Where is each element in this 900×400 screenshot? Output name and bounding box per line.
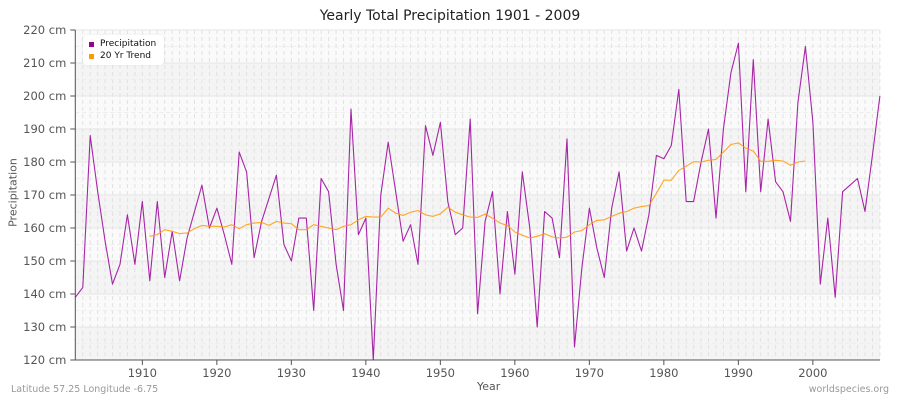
svg-text:190 cm: 190 cm: [23, 122, 66, 136]
svg-text:1970: 1970: [575, 366, 604, 380]
svg-text:220 cm: 220 cm: [23, 23, 66, 37]
svg-text:150 cm: 150 cm: [23, 254, 66, 268]
svg-text:210 cm: 210 cm: [23, 56, 66, 70]
svg-text:1960: 1960: [500, 366, 529, 380]
legend: Precipitation 20 Yr Trend: [83, 35, 165, 65]
svg-text:1940: 1940: [351, 366, 380, 380]
svg-text:1990: 1990: [724, 366, 753, 380]
svg-text:1950: 1950: [426, 366, 455, 380]
source-text: worldspecies.org: [808, 384, 889, 395]
svg-text:130 cm: 130 cm: [23, 320, 66, 334]
svg-text:120 cm: 120 cm: [23, 353, 66, 367]
legend-label: Precipitation: [100, 39, 157, 49]
svg-text:1920: 1920: [202, 366, 231, 380]
svg-text:140 cm: 140 cm: [23, 287, 66, 301]
svg-text:170 cm: 170 cm: [23, 188, 66, 202]
location-text: Latitude 57.25 Longitude -6.75: [11, 384, 159, 395]
svg-text:180 cm: 180 cm: [23, 155, 66, 169]
legend-item-precipitation: Precipitation: [89, 38, 156, 50]
legend-label: 20 Yr Trend: [100, 51, 152, 61]
x-axis-label: Year: [477, 380, 501, 393]
svg-text:1980: 1980: [649, 366, 678, 380]
chart-title: Yearly Total Precipitation 1901 - 2009: [319, 8, 581, 24]
legend-item-trend: 20 Yr Trend: [89, 50, 156, 62]
svg-text:1910: 1910: [128, 366, 157, 380]
y-axis-label: Precipitation: [6, 158, 20, 227]
legend-swatch-purple: [89, 41, 94, 47]
svg-text:2000: 2000: [798, 366, 827, 380]
svg-text:1930: 1930: [277, 366, 306, 380]
svg-text:200 cm: 200 cm: [23, 89, 66, 103]
svg-text:160 cm: 160 cm: [23, 221, 66, 235]
legend-swatch-orange: [89, 53, 94, 59]
